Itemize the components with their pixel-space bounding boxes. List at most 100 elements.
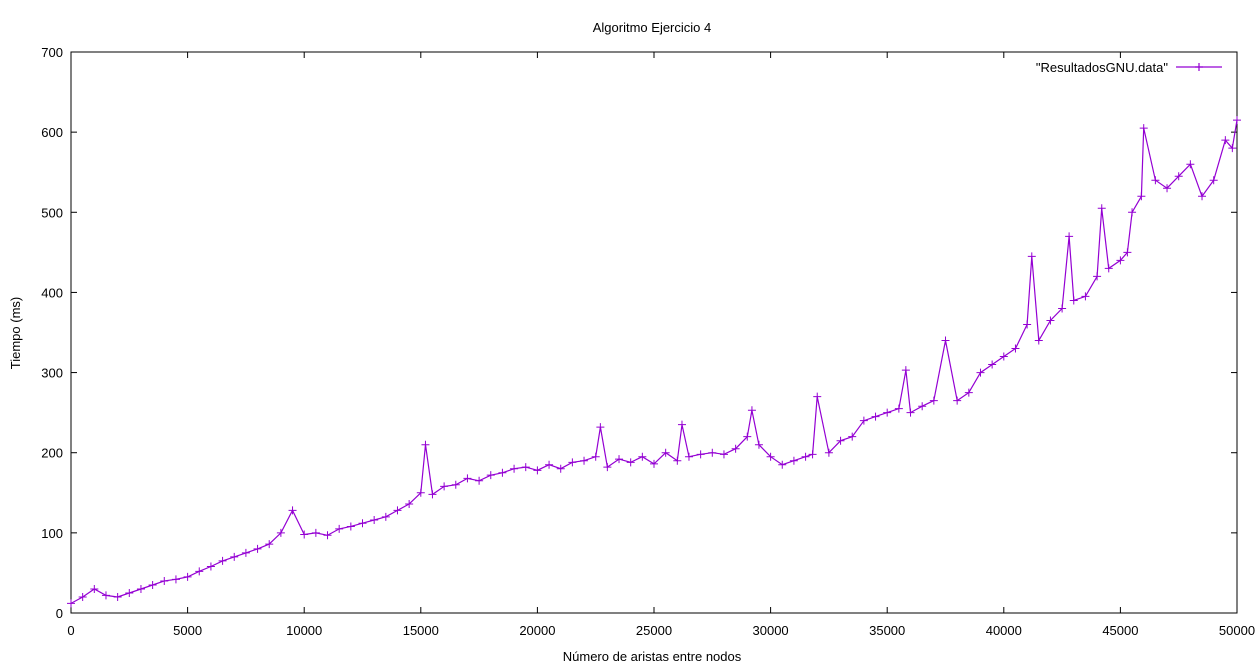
data-point [568,458,577,467]
legend-label: "ResultadosGNU.data" [1036,60,1168,75]
plot-frame [70,51,1238,614]
data-point [1139,124,1148,133]
data-point [918,402,927,411]
y-axis-label: Tiempo (ms) [8,297,23,369]
data-point [230,552,239,561]
data-point [1069,296,1078,305]
data-point [650,459,658,468]
data-point [813,392,822,401]
data-point [1186,160,1195,169]
data-point [1228,144,1237,153]
data-point [1023,320,1032,329]
data-point [801,452,810,461]
y-tick-label: 400 [41,285,63,300]
x-tick-label: 25000 [636,623,672,638]
data-point [824,448,833,457]
data-point [603,463,612,472]
data-point [719,450,728,459]
data-point [545,460,554,469]
data-point [731,444,740,453]
data-point [615,455,624,464]
data-point [1174,172,1183,181]
data-point [1116,256,1125,265]
data-point [171,575,180,584]
data-point [747,406,756,415]
data-point [1137,192,1146,201]
data-point [1065,232,1074,241]
data-point [421,440,430,449]
data-point [808,450,817,459]
data-point [1123,248,1132,257]
y-tick-label: 0 [56,606,63,621]
data-point [113,592,122,601]
data-point [1058,304,1067,313]
y-tick-label: 700 [41,45,63,60]
data-point [183,572,192,581]
y-tick-label: 500 [41,205,63,220]
data-point [999,352,1008,361]
data-point [1163,184,1172,193]
data-point [596,423,605,432]
data-point [78,592,87,601]
data-point [521,463,530,472]
data-point [673,456,682,465]
data-point [1151,176,1160,185]
data-point [941,336,950,345]
data-point [754,440,763,449]
data-point [580,456,589,465]
data-point [953,396,962,405]
axis-ticks: 0 5000 10000 15000 20000 25000 30000 35000 40000… [41,45,1255,638]
data-point [533,466,542,475]
x-tick-label: 50000 [1219,623,1255,638]
data-point [901,366,910,375]
data-point [125,588,134,597]
data-point [871,412,880,421]
data-point [218,556,227,565]
y-tick-label: 100 [41,526,63,541]
data-point [1097,204,1106,213]
data-point [1104,264,1113,273]
data-point [964,388,973,397]
data-point [475,476,484,485]
data-point [463,474,472,483]
data-point [591,452,600,461]
y-tick-label: 200 [41,446,63,461]
x-tick-label: 0 [67,623,74,638]
data-point [988,360,997,369]
data-point [276,528,285,537]
data-point [848,432,857,441]
data-point [638,452,647,461]
data-point [684,452,693,461]
data-point [556,464,565,473]
data-point [1081,292,1090,301]
data-point [428,490,437,499]
series-layer [67,116,1241,608]
data-point [440,482,449,491]
data-point [789,456,798,465]
data-point [486,471,495,480]
data-point [836,436,845,445]
data-point [1011,344,1020,353]
data-point [1128,208,1137,217]
data-point [743,432,752,441]
data-point [206,562,215,571]
data-point [1198,192,1207,201]
x-tick-label: 15000 [403,623,439,638]
data-point [160,576,169,585]
data-point [929,396,938,405]
data-point [1233,116,1241,125]
data-point [859,416,868,425]
data-point [778,460,787,469]
data-point [370,516,379,525]
data-point [766,452,775,461]
data-point [626,458,635,467]
x-tick-label: 10000 [286,623,322,638]
data-point [1221,136,1230,145]
data-point [677,420,686,429]
data-point [1209,176,1218,185]
data-point [510,464,519,473]
data-point [416,488,425,497]
chart-title: Algoritmo Ejercicio 4 [593,20,712,35]
data-point [288,506,297,515]
